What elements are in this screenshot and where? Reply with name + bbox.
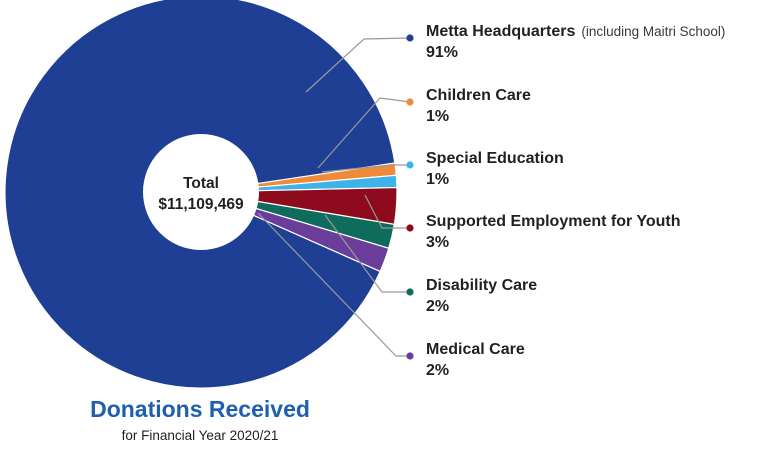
legend-dot (406, 288, 414, 296)
leader-line (317, 97, 411, 169)
leader-lines (257, 34, 414, 360)
legend-note: (including Maitri School) (581, 24, 725, 39)
center-total-label: Total (183, 175, 219, 192)
legend-label: Metta Headquarters (including Maitri Scho… (426, 23, 725, 40)
leader-line (324, 214, 410, 293)
leader-line (305, 37, 411, 93)
leader-line (321, 164, 410, 173)
legend-dot (406, 34, 414, 42)
leader-line (257, 212, 410, 357)
legend-label: Disability Care (426, 277, 537, 294)
data-label: 91% (426, 44, 458, 61)
data-label: 3% (426, 234, 449, 251)
legend-dot (406, 98, 414, 106)
center-total-value: $11,109,469 (158, 196, 244, 213)
legend-dot (406, 224, 414, 232)
legend-dot (406, 161, 414, 169)
data-label: 2% (426, 362, 449, 379)
donut-hole (143, 134, 259, 250)
legend-dot (406, 352, 414, 360)
data-label: 2% (426, 298, 449, 315)
data-label: 1% (426, 108, 449, 125)
legend-label: Supported Employment for Youth (426, 213, 681, 230)
chart-title: Donations Received (90, 396, 310, 422)
legend-label: Children Care (426, 87, 531, 104)
data-label: 1% (426, 171, 449, 188)
chart-labels: Metta Headquarters (including Maitri Scho… (426, 23, 725, 379)
chart-subtitle: for Financial Year 2020/21 (121, 428, 279, 443)
leader-line (364, 194, 410, 229)
legend-label: Special Education (426, 150, 564, 167)
legend-label: Medical Care (426, 341, 525, 358)
